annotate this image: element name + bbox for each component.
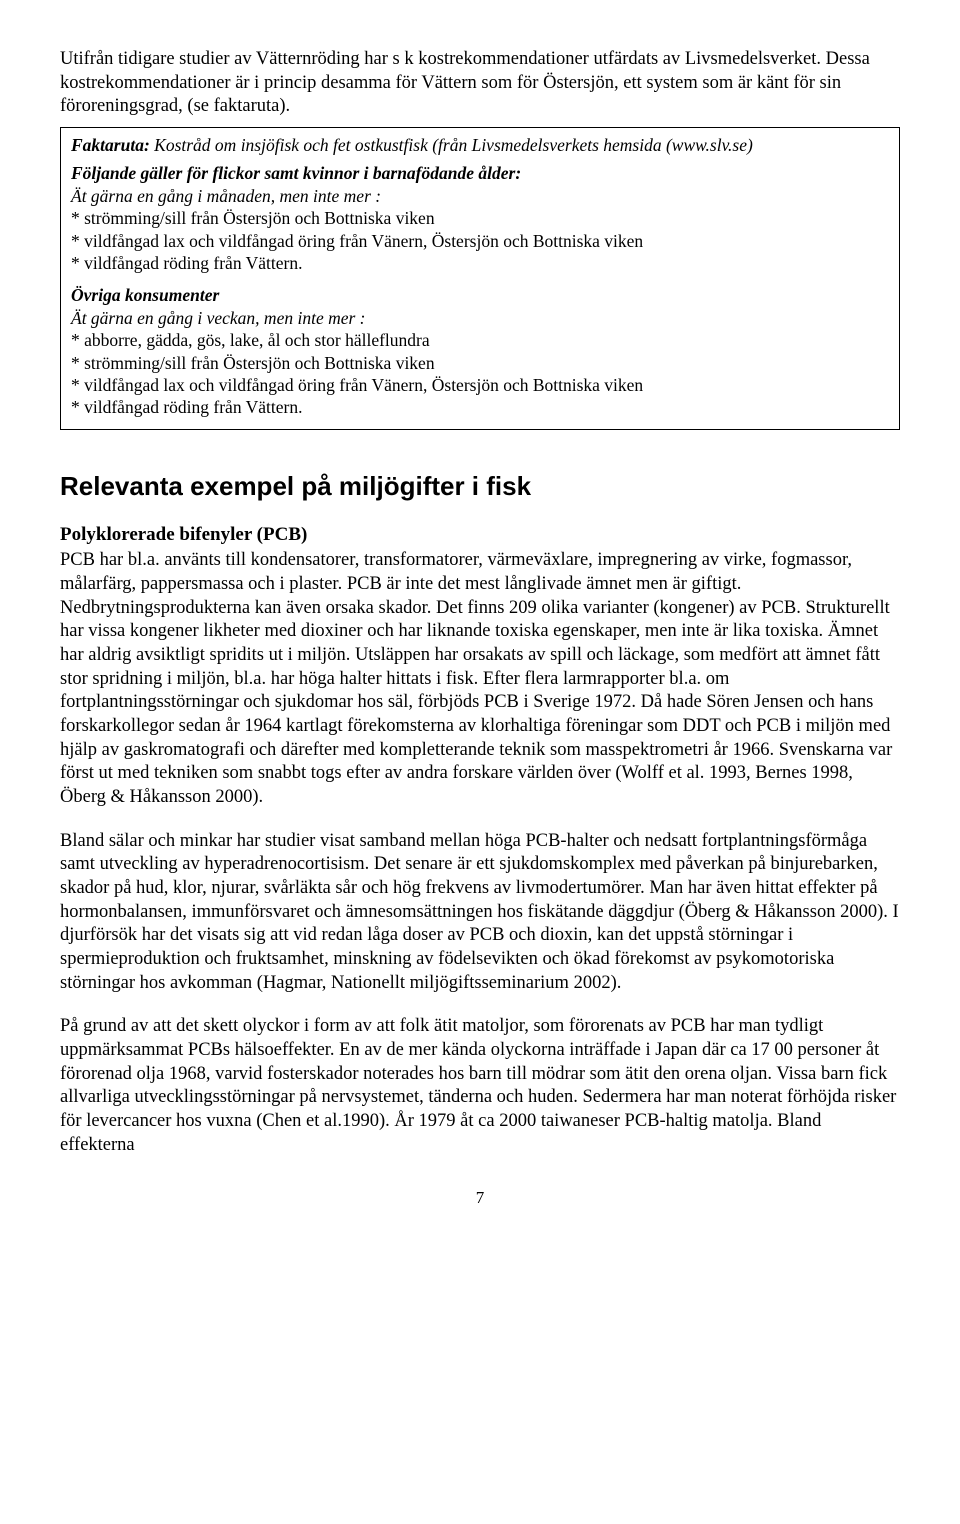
group2-sub: Ät gärna en gång i veckan, men inte mer … — [71, 307, 889, 329]
group1-list: * strömming/sill från Östersjön och Bott… — [71, 207, 889, 274]
list-item: * strömming/sill från Östersjön och Bott… — [71, 207, 889, 229]
factbox-group2: Övriga konsumenter Ät gärna en gång i ve… — [71, 284, 889, 418]
list-item: * strömming/sill från Östersjön och Bott… — [71, 352, 889, 374]
section-heading: Relevanta exempel på miljögifter i fisk — [60, 470, 900, 503]
factbox-title-bold: Faktaruta: — [71, 135, 150, 155]
group1-head: Följande gäller för flickor samt kvinnor… — [71, 162, 889, 184]
factbox-title-rest: Kostråd om insjöfisk och fet ostkustfisk… — [150, 135, 753, 155]
list-item: * vildfångad lax och vildfångad öring fr… — [71, 230, 889, 252]
group2-head: Övriga konsumenter — [71, 284, 889, 306]
list-item: * abborre, gädda, gös, lake, ål och stor… — [71, 329, 889, 351]
fact-box: Faktaruta: Kostråd om insjöfisk och fet … — [60, 127, 900, 430]
group1-sub: Ät gärna en gång i månaden, men inte mer… — [71, 185, 889, 207]
pcb-subheading: Polyklorerade bifenyler (PCB) — [60, 523, 900, 547]
intro-text: Utifrån tidigare studier av Vätternrödin… — [60, 49, 870, 116]
list-item: * vildfångad röding från Vättern. — [71, 252, 889, 274]
body-paragraph-3: På grund av att det skett olyckor i form… — [60, 1015, 900, 1157]
list-item: * vildfångad lax och vildfångad öring fr… — [71, 374, 889, 396]
body-paragraph-2: Bland sälar och minkar har studier visat… — [60, 830, 900, 996]
factbox-title: Faktaruta: Kostråd om insjöfisk och fet … — [71, 134, 889, 156]
intro-paragraph: Utifrån tidigare studier av Vätternrödin… — [60, 48, 900, 119]
body-paragraph-1: PCB har bl.a. använts till kondensatorer… — [60, 549, 900, 809]
group2-list: * abborre, gädda, gös, lake, ål och stor… — [71, 329, 889, 419]
factbox-group1: Följande gäller för flickor samt kvinnor… — [71, 162, 889, 274]
page-number: 7 — [60, 1187, 900, 1209]
list-item: * vildfångad röding från Vättern. — [71, 396, 889, 418]
